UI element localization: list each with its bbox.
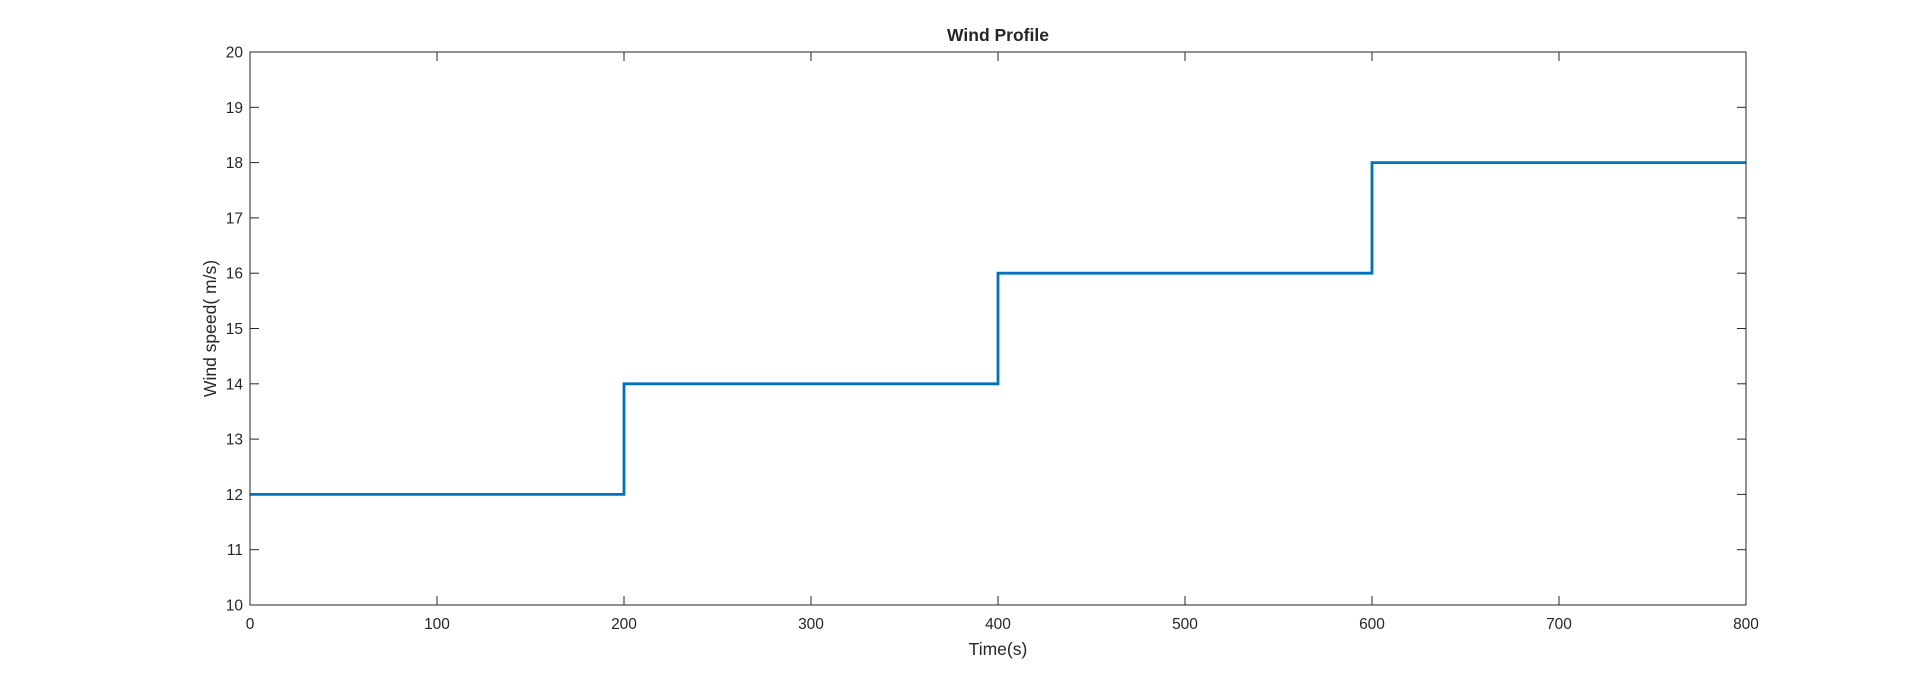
x-axis-label: Time(s): [969, 639, 1028, 659]
x-tick-label: 300: [798, 616, 824, 633]
wind-speed-series-line: [250, 161, 1746, 496]
axes-box: [249, 51, 1747, 606]
y-tick-label: 13: [226, 432, 243, 449]
x-tick-label: 500: [1172, 616, 1198, 633]
y-tick-label: 14: [226, 376, 244, 393]
y-tick-label: 20: [226, 45, 244, 62]
y-tick-label: 12: [226, 487, 243, 504]
y-tick-label: 17: [226, 210, 243, 227]
x-tick-label: 0: [246, 616, 255, 633]
y-tick-label: 18: [226, 155, 243, 172]
ticks-layer: 0 100 200 300 400 500 600 700 800 10 11 12 13 14 15 16 1…: [226, 45, 1760, 634]
y-tick-label: 15: [226, 321, 243, 338]
series-layer: [250, 161, 1746, 496]
y-tick-label: 10: [226, 598, 244, 615]
y-tick-label: 16: [226, 266, 243, 283]
x-tick-label: 600: [1359, 616, 1385, 633]
y-tick-label: 19: [226, 100, 243, 117]
x-tick-label: 800: [1733, 616, 1759, 633]
x-tick-label: 700: [1546, 616, 1572, 633]
x-tick-label: 100: [424, 616, 450, 633]
y-axis-label: Wind speed( m/s): [200, 260, 220, 397]
x-tick-label: 200: [611, 616, 637, 633]
x-tick-label: 400: [985, 616, 1011, 633]
y-tick-label: 11: [227, 542, 243, 559]
chart-title: Wind Profile: [947, 25, 1049, 45]
